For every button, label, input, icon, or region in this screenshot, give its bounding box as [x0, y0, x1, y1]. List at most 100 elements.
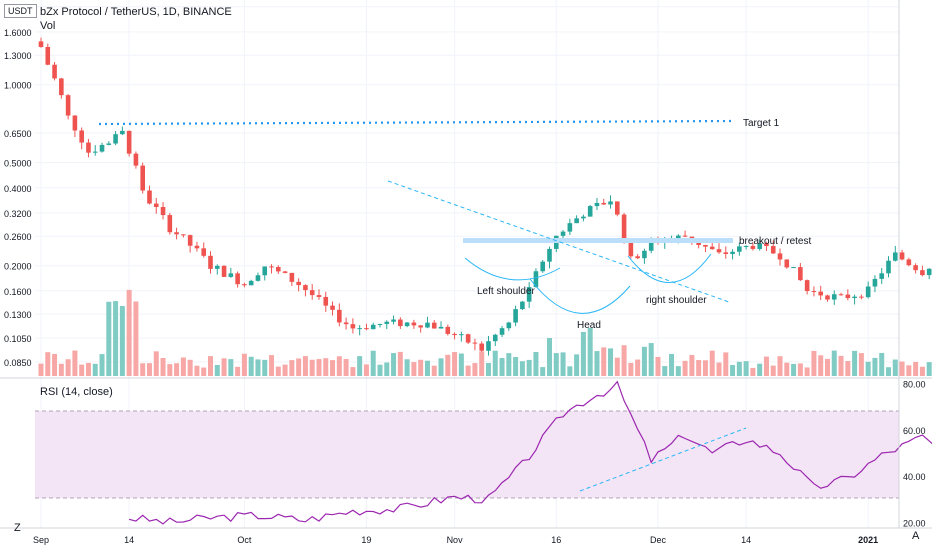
candle-body — [628, 240, 634, 257]
volume-bar — [906, 365, 912, 376]
volume-bar — [391, 353, 397, 376]
left-shoulder-arc — [464, 257, 561, 281]
candle-body — [676, 235, 681, 239]
volume-bar — [262, 359, 268, 376]
candle-body — [818, 291, 823, 296]
candle-body — [309, 290, 315, 296]
volume-bar — [248, 356, 254, 376]
volume-bar — [648, 343, 654, 376]
candle-body — [431, 322, 437, 329]
volume-bar — [431, 365, 437, 376]
volume-bar — [655, 356, 661, 376]
price-tick: 1.3000 — [4, 51, 32, 61]
candle-body — [533, 271, 539, 288]
candle-body — [303, 285, 308, 291]
corner-left[interactable]: Z — [14, 522, 21, 534]
price-tick: 0.4000 — [4, 184, 32, 194]
volume-bar — [228, 359, 234, 376]
volume-bar — [302, 356, 308, 376]
volume-bar — [547, 337, 552, 376]
candle-body — [804, 280, 810, 292]
volume-bar — [519, 361, 525, 376]
volume-bar — [316, 359, 322, 376]
candle-body — [737, 246, 742, 252]
candle-body — [59, 78, 64, 96]
volume-bar — [126, 289, 132, 376]
volume-bar — [858, 353, 864, 376]
volume-bar — [72, 350, 78, 376]
candle-body — [296, 281, 301, 286]
rsi-line — [128, 380, 932, 525]
volume-bar — [479, 351, 485, 376]
candle-body — [764, 243, 769, 247]
candle-body — [153, 203, 159, 208]
volume-bar — [716, 362, 722, 376]
candle-body — [384, 321, 390, 324]
volume-bar — [106, 301, 112, 376]
left-shoulder-label: Left shoulder — [477, 286, 535, 297]
volume-bar — [804, 367, 810, 376]
candle-body — [316, 295, 322, 297]
candle-body — [547, 248, 552, 262]
candle-body — [526, 287, 532, 302]
volume-bar — [872, 357, 878, 376]
volume-bar — [452, 352, 458, 376]
candle-body — [214, 265, 220, 269]
volume-bar — [560, 352, 566, 376]
volume-bar — [594, 351, 600, 376]
candle-body — [194, 245, 200, 249]
candle-body — [221, 265, 227, 277]
candle-body — [682, 235, 688, 237]
candle-body — [716, 249, 722, 253]
candle-body — [886, 260, 891, 274]
volume-bar — [113, 301, 119, 376]
volume-bar — [777, 356, 783, 376]
candle-body — [289, 272, 295, 282]
volume-bar — [763, 356, 769, 376]
candle-body — [601, 202, 607, 205]
rsi-tick: 20.00 — [903, 518, 926, 528]
candle-body — [499, 328, 505, 335]
candle-body — [513, 309, 518, 323]
candle-body — [784, 259, 790, 268]
candle-body — [703, 244, 708, 247]
candle-body — [208, 255, 213, 269]
auto-scale-button[interactable]: A — [912, 530, 920, 542]
volume-bar — [79, 364, 85, 376]
time-tick: Sep — [33, 535, 49, 545]
rsi-tick: 60.00 — [903, 426, 926, 436]
candle-body — [452, 333, 457, 336]
volume-bar — [662, 366, 668, 376]
candle-body — [269, 266, 274, 268]
candle-body — [594, 202, 600, 207]
candle-body — [364, 328, 369, 330]
volume-bar — [201, 367, 207, 376]
candle-body — [398, 319, 403, 327]
volume-bar — [350, 367, 356, 376]
volume-bar — [153, 351, 159, 376]
candle-body — [696, 241, 701, 245]
candle-body — [86, 142, 91, 153]
candle-body — [838, 294, 844, 296]
head-arc — [529, 278, 631, 314]
candle-body — [560, 231, 566, 236]
volume-bar — [899, 361, 905, 376]
currency-tag[interactable]: USDT — [4, 4, 37, 18]
candle-body — [282, 271, 288, 273]
right-shoulder-label: right shoulder — [646, 295, 707, 306]
candle-body — [621, 214, 627, 241]
volume-bar — [506, 353, 512, 376]
volume-bar — [99, 354, 105, 376]
candle-body — [38, 41, 44, 47]
candle-body — [72, 115, 78, 131]
candle-body — [865, 286, 871, 298]
right-shoulder-arc — [627, 253, 712, 283]
price-tick: 0.2600 — [4, 232, 32, 242]
price-tick: 0.5000 — [4, 159, 32, 169]
volume-bar — [669, 353, 675, 376]
volume-bar — [472, 363, 478, 376]
volume-bar — [289, 360, 295, 376]
volume-bar — [587, 327, 593, 376]
candle-body — [770, 246, 776, 254]
volume-bar — [553, 353, 559, 376]
